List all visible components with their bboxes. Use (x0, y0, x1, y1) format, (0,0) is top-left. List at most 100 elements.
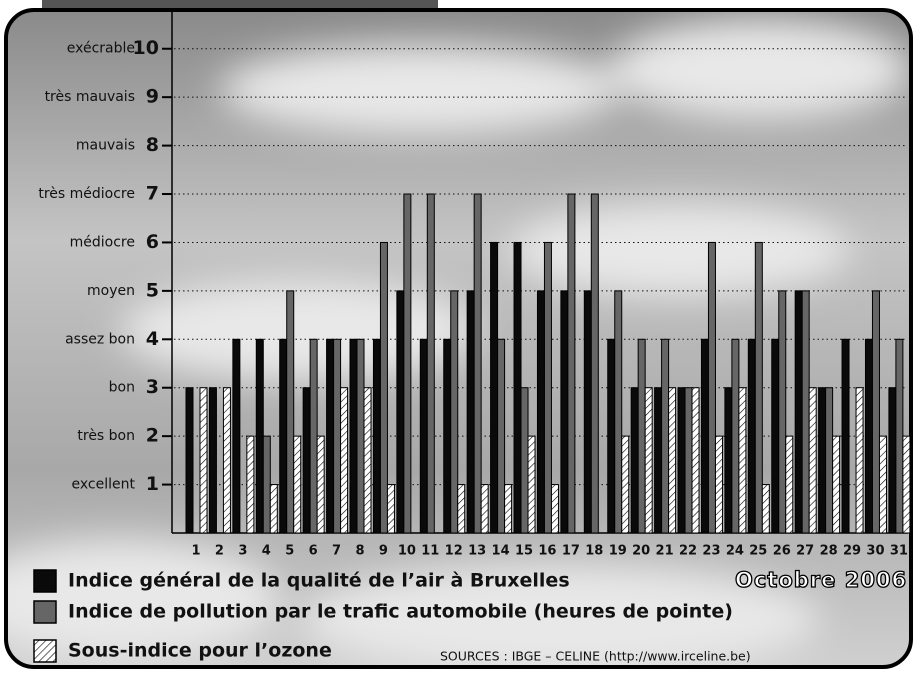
bar (568, 194, 575, 533)
bar (334, 339, 341, 533)
bar (896, 339, 903, 533)
bar (669, 388, 676, 533)
x-tick-label: 3 (238, 544, 247, 559)
bar (819, 388, 826, 533)
bar (186, 388, 193, 533)
x-tick-label: 10 (398, 544, 416, 559)
x-tick-label: 27 (796, 544, 814, 559)
bar (294, 436, 301, 533)
bar (622, 436, 629, 533)
y-tick-word: mauvais (76, 138, 135, 154)
bar (327, 339, 334, 533)
y-tick-label: 4 (146, 328, 159, 350)
y-tick-label: 10 (133, 37, 159, 59)
bar (551, 485, 558, 533)
bar (427, 194, 434, 533)
y-tick-word: bon (109, 380, 135, 396)
y-tick-word: très bon (77, 428, 135, 444)
bar (444, 339, 451, 533)
x-tick-label: 24 (726, 544, 744, 559)
x-tick-label: 17 (562, 544, 580, 559)
y-tick-label: 5 (146, 279, 159, 301)
bar (826, 388, 833, 533)
period-label: Octobre 2006 (735, 568, 907, 592)
bar (364, 388, 371, 533)
bar (491, 242, 498, 533)
bar (263, 436, 270, 533)
bar (498, 339, 505, 533)
x-tick-label: 30 (866, 544, 884, 559)
legend-swatch (34, 640, 56, 662)
bar (317, 436, 324, 533)
x-tick-label: 29 (843, 544, 861, 559)
bar (662, 339, 669, 533)
bar (842, 339, 849, 533)
x-tick-label: 1 (191, 544, 200, 559)
bar (786, 436, 793, 533)
x-tick-label: 18 (585, 544, 603, 559)
y-tick-word: assez bon (65, 331, 135, 347)
x-tick-label: 20 (632, 544, 650, 559)
bar (795, 291, 802, 533)
bar (256, 339, 263, 533)
bar (200, 388, 207, 533)
y-tick-label: 9 (146, 86, 159, 108)
bar (467, 291, 474, 533)
bar (481, 485, 488, 533)
bar (397, 291, 404, 533)
bar (879, 436, 886, 533)
y-tick-label: 1 (146, 473, 159, 495)
bar (692, 388, 699, 533)
bar (350, 339, 357, 533)
y-tick-word: très mauvais (45, 89, 135, 105)
bar (544, 242, 551, 533)
bar (380, 242, 387, 533)
legend-swatch (34, 570, 56, 592)
bar (223, 388, 230, 533)
bar (247, 436, 254, 533)
bar (514, 242, 521, 533)
chart: Octobre 2006 SOURCES : IBGE – CELINE (ht… (0, 0, 915, 673)
bar (802, 291, 809, 533)
bar (303, 388, 310, 533)
x-tick-label: 5 (285, 544, 294, 559)
bar (833, 436, 840, 533)
bar (561, 291, 568, 533)
x-tick-label: 12 (445, 544, 463, 559)
bar (708, 242, 715, 533)
y-tick-word: moyen (87, 283, 135, 299)
bar (889, 388, 896, 533)
bar (458, 485, 465, 533)
x-tick-label: 31 (890, 544, 908, 559)
legend-swatch (34, 601, 56, 623)
x-tick-label: 26 (773, 544, 791, 559)
bar (685, 388, 692, 533)
y-tick-word: médiocre (70, 234, 135, 250)
bar (537, 291, 544, 533)
bar (772, 339, 779, 533)
bar (732, 339, 739, 533)
legend-label: Indice général de la qualité de l’air à … (68, 570, 570, 592)
bar (404, 194, 411, 533)
bar (505, 485, 512, 533)
x-tick-label: 14 (492, 544, 510, 559)
bar (521, 388, 528, 533)
x-tick-label: 21 (656, 544, 674, 559)
bar (725, 388, 732, 533)
bar (872, 291, 879, 533)
bar (591, 194, 598, 533)
x-tick-label: 15 (515, 544, 533, 559)
x-tick-label: 7 (332, 544, 341, 559)
bar (715, 436, 722, 533)
bar (678, 388, 685, 533)
x-tick-label: 2 (215, 544, 224, 559)
bar (903, 436, 910, 533)
bar (280, 339, 287, 533)
x-tick-label: 22 (679, 544, 697, 559)
x-tick-label: 9 (379, 544, 388, 559)
bar (451, 291, 458, 533)
x-tick-label: 28 (820, 544, 838, 559)
y-tick-label: 8 (146, 134, 159, 156)
bar (287, 291, 294, 533)
bar (748, 339, 755, 533)
